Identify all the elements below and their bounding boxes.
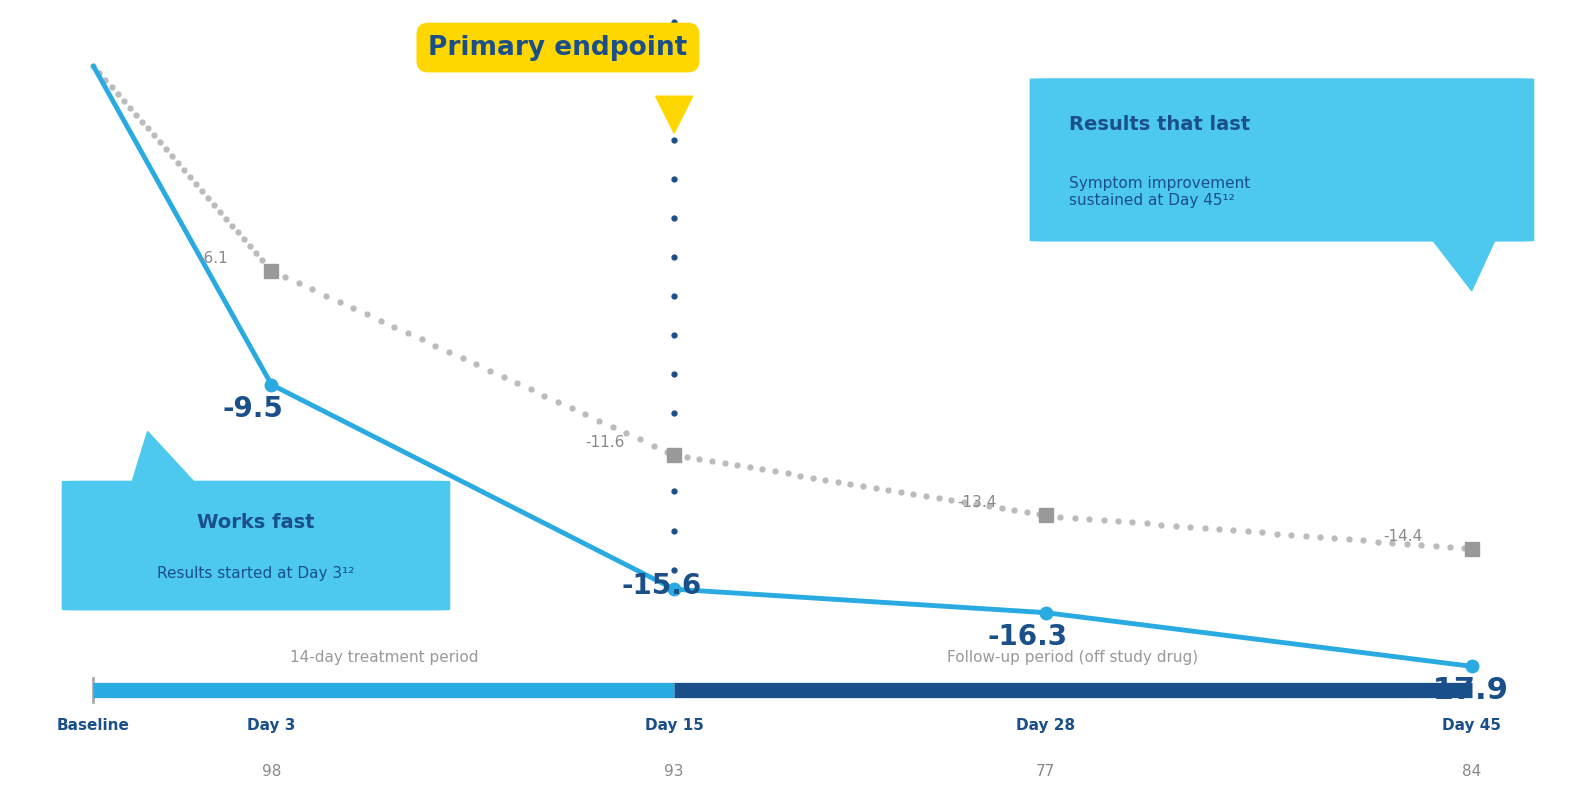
Polygon shape: [656, 96, 693, 133]
Polygon shape: [132, 432, 195, 482]
Text: Follow-up period (off study drug): Follow-up period (off study drug): [948, 650, 1199, 665]
FancyBboxPatch shape: [1031, 79, 1534, 241]
FancyBboxPatch shape: [62, 481, 450, 610]
Text: Day 3: Day 3: [247, 718, 295, 733]
Text: Results that last: Results that last: [1069, 115, 1250, 134]
Text: -6.1: -6.1: [198, 251, 228, 266]
Text: Day 28: Day 28: [1017, 718, 1076, 733]
Text: -15.6: -15.6: [621, 572, 702, 601]
Text: -13.4: -13.4: [958, 495, 996, 510]
Text: -11.6: -11.6: [586, 435, 624, 450]
Text: Day 15: Day 15: [645, 718, 704, 733]
Text: Primary endpoint: Primary endpoint: [428, 35, 688, 61]
Text: Results started at Day 3¹²: Results started at Day 3¹²: [158, 566, 354, 581]
Text: Symptom improvement
sustained at Day 45¹²: Symptom improvement sustained at Day 45¹…: [1069, 176, 1250, 208]
Text: Day 45: Day 45: [1443, 718, 1502, 733]
Text: -17.9: -17.9: [1420, 677, 1508, 705]
Text: Baseline: Baseline: [57, 718, 129, 733]
Text: 77: 77: [1036, 763, 1055, 779]
Text: -14.4: -14.4: [1382, 529, 1422, 544]
Text: 93: 93: [664, 763, 683, 779]
Text: -9.5: -9.5: [222, 395, 284, 423]
Text: 98: 98: [262, 763, 281, 779]
Text: -16.3: -16.3: [988, 623, 1068, 651]
Text: 84: 84: [1462, 763, 1481, 779]
Text: 14-day treatment period: 14-day treatment period: [289, 650, 477, 665]
Text: Works fast: Works fast: [198, 513, 314, 532]
Polygon shape: [1433, 241, 1495, 291]
